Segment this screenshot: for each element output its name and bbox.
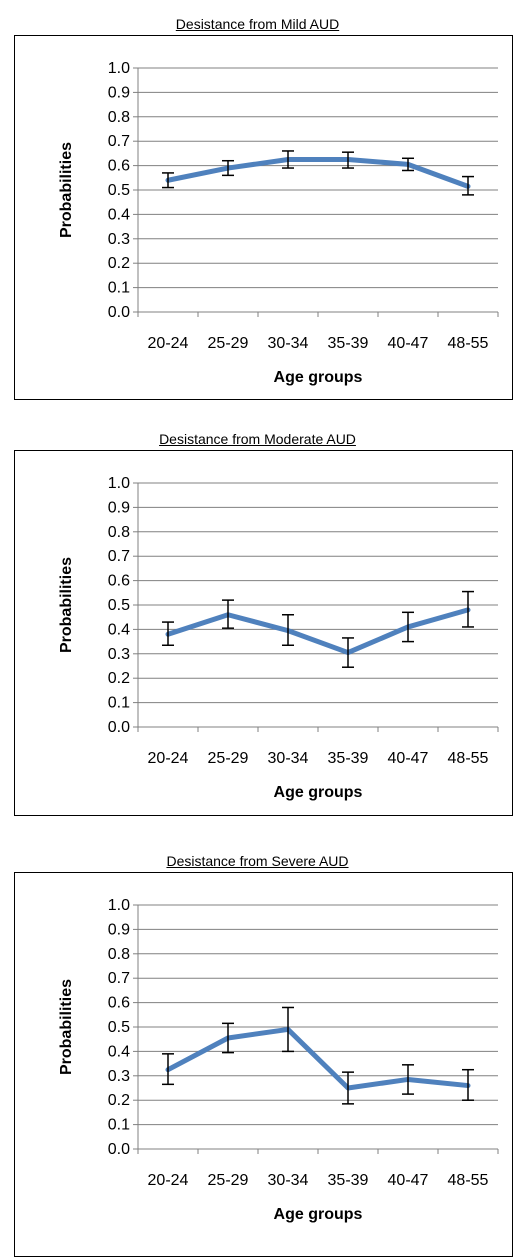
y-tick-label: 0.5: [108, 182, 130, 199]
chart-panel-mild: 0.0 0.1 0.2 0.3 0.4 0.5 0.6 0.7 0.8 0.9 1.0 20-24 25…: [14, 35, 513, 400]
y-tick-label: 0.2: [108, 670, 130, 687]
y-axis-label: Probabilities: [58, 557, 75, 653]
x-axis-label: Age groups: [274, 369, 363, 386]
y-tick-label: 0.6: [108, 573, 130, 590]
y-tick-label: 0.9: [108, 921, 130, 938]
x-axis-label: Age groups: [274, 784, 363, 801]
y-tick-label: 0.7: [108, 548, 130, 565]
error-bar: [162, 1053, 174, 1086]
x-tick-label: 30-34: [268, 1172, 309, 1189]
error-bar: [162, 621, 174, 647]
chart-panel-severe: 0.0 0.1 0.2 0.3 0.4 0.5 0.6 0.7 0.8 0.9 1.0 20-24 25…: [14, 872, 513, 1257]
line-chart-mild: 0.0 0.1 0.2 0.3 0.4 0.5 0.6 0.7 0.8 0.9 1.0 20-24 25…: [58, 60, 499, 386]
x-tick-label: 30-34: [268, 750, 309, 767]
y-tick-label: 0.3: [108, 231, 130, 248]
line-chart-moderate: 0.0 0.1 0.2 0.3 0.4 0.5 0.6 0.7 0.8 0.9 1.0 20-24 25…: [58, 475, 499, 801]
error-bar: [462, 590, 474, 628]
x-tick-label: 35-39: [328, 750, 369, 767]
y-tick-label: 0.9: [108, 84, 130, 101]
x-tick-label: 40-47: [388, 750, 429, 767]
error-bar: [282, 614, 294, 647]
x-tick-label: 35-39: [328, 1172, 369, 1189]
error-bar: [462, 1068, 474, 1101]
x-tick-label: 25-29: [208, 750, 249, 767]
x-tick-label: 40-47: [388, 1172, 429, 1189]
y-tick-label: 0.5: [108, 597, 130, 614]
error-bar: [462, 175, 474, 196]
y-tick-label: 0.1: [108, 280, 130, 297]
x-tick-label: 48-55: [448, 1172, 489, 1189]
error-bar: [222, 599, 234, 629]
y-tick-label: 0.7: [108, 970, 130, 987]
y-tick-label: 0.6: [108, 995, 130, 1012]
error-bar: [342, 151, 354, 169]
y-tick-label: 0.0: [108, 1141, 130, 1158]
y-tick-label: 0.2: [108, 1092, 130, 1109]
x-tick-label: 40-47: [388, 335, 429, 352]
y-tick-label: 0.4: [108, 206, 130, 223]
chart-title-moderate: Desistance from Moderate AUD: [159, 431, 356, 447]
y-tick-label: 0.3: [108, 646, 130, 663]
x-tick-label: 48-55: [448, 335, 489, 352]
y-tick-label: 0.4: [108, 621, 130, 638]
series-line: [165, 157, 471, 189]
y-tick-label: 0.8: [108, 524, 130, 541]
y-tick-label: 0.3: [108, 1068, 130, 1085]
series-line: [165, 607, 471, 656]
x-tick-label: 25-29: [208, 335, 249, 352]
y-tick-label: 0.0: [108, 719, 130, 736]
y-tick-label: 0.8: [108, 109, 130, 126]
y-tick-label: 0.8: [108, 946, 130, 963]
x-tick-label: 48-55: [448, 750, 489, 767]
line-chart-severe: 0.0 0.1 0.2 0.3 0.4 0.5 0.6 0.7 0.8 0.9 1.0 20-24 25…: [58, 897, 499, 1223]
y-tick-label: 0.5: [108, 1019, 130, 1036]
y-tick-label: 0.7: [108, 133, 130, 150]
y-tick-label: 1.0: [108, 60, 130, 77]
y-tick-label: 0.1: [108, 695, 130, 712]
y-tick-label: 0.2: [108, 255, 130, 272]
y-tick-label: 0.6: [108, 158, 130, 175]
x-tick-label: 35-39: [328, 335, 369, 352]
x-tick-label: 20-24: [148, 335, 189, 352]
y-axis-label: Probabilities: [58, 142, 75, 238]
x-tick-label: 20-24: [148, 1172, 189, 1189]
x-tick-label: 20-24: [148, 750, 189, 767]
chart-title-mild: Desistance from Mild AUD: [175, 16, 340, 32]
chart-title-severe: Desistance from Severe AUD: [166, 853, 349, 869]
y-tick-label: 0.9: [108, 499, 130, 516]
y-tick-label: 1.0: [108, 897, 130, 914]
x-tick-label: 30-34: [268, 335, 309, 352]
y-tick-label: 0.4: [108, 1043, 130, 1060]
y-tick-label: 1.0: [108, 475, 130, 492]
chart-panel-moderate: 0.0 0.1 0.2 0.3 0.4 0.5 0.6 0.7 0.8 0.9 1.0 20-24 25…: [14, 450, 513, 816]
y-axis-label: Probabilities: [58, 979, 75, 1075]
x-tick-label: 25-29: [208, 1172, 249, 1189]
y-tick-label: 0.1: [108, 1117, 130, 1134]
y-tick-label: 0.0: [108, 304, 130, 321]
series-line: [165, 1026, 471, 1091]
x-axis-label: Age groups: [274, 1206, 363, 1223]
